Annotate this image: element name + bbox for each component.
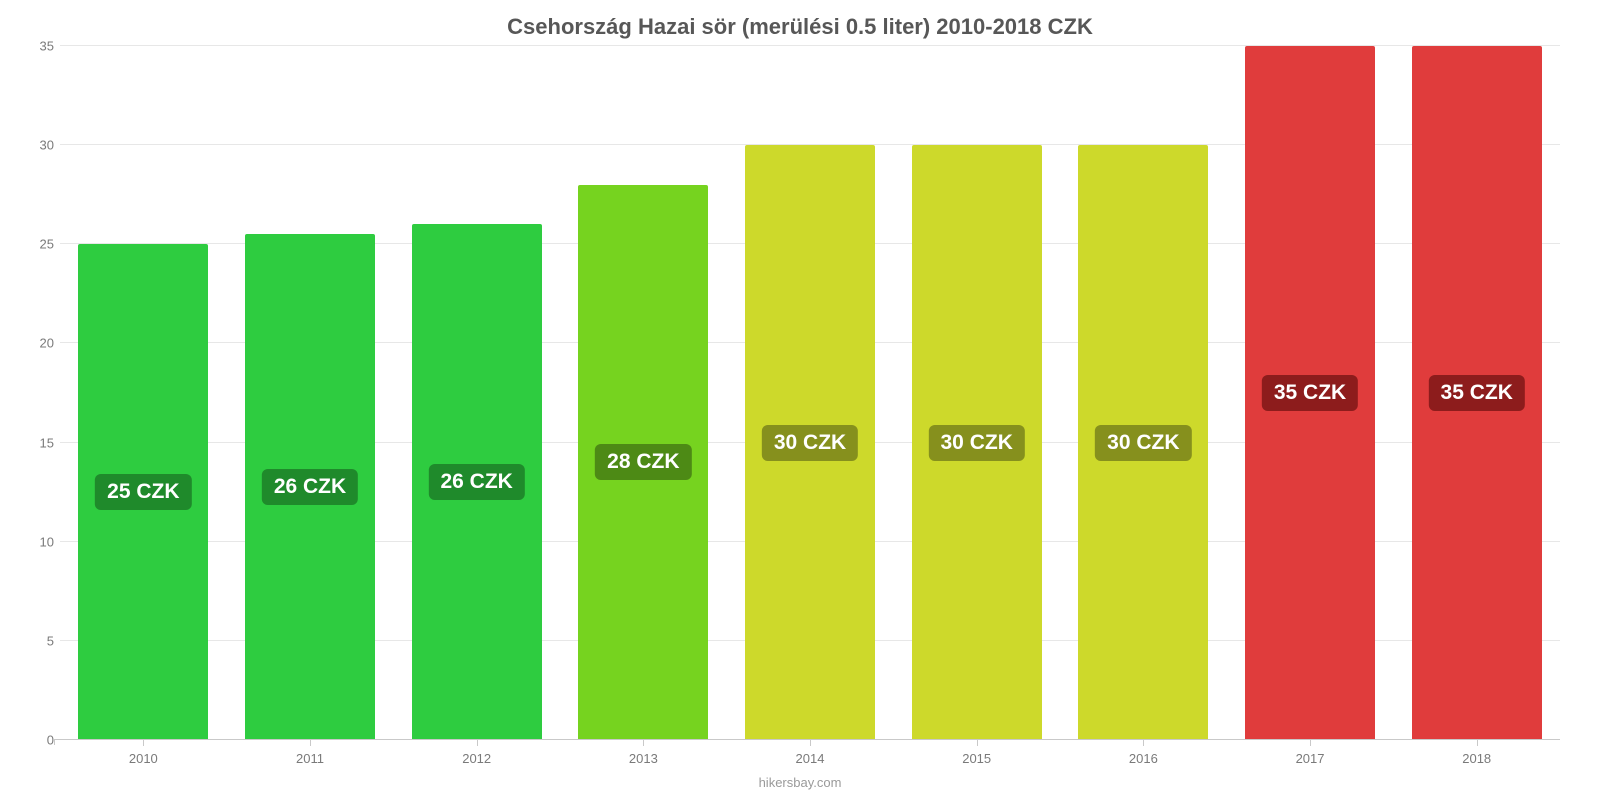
plot-area: 05101520253035 25 CZK201026 CZK201126 CZ…	[60, 46, 1560, 740]
bar-slot: 26 CZK2011	[227, 46, 394, 740]
x-axis-baseline	[54, 739, 1560, 740]
x-tick-label: 2011	[296, 751, 324, 766]
x-tick-mark	[310, 740, 311, 746]
bar: 28 CZK	[578, 185, 708, 740]
bar: 25 CZK	[78, 244, 208, 740]
bar-value-label: 35 CZK	[1429, 375, 1525, 411]
bar-value-label: 28 CZK	[595, 444, 691, 480]
x-tick-mark	[643, 740, 644, 746]
x-tick-label: 2018	[1462, 751, 1491, 766]
y-tick-label: 15	[26, 435, 54, 450]
bar: 30 CZK	[745, 145, 875, 740]
x-tick-label: 2015	[962, 751, 991, 766]
bar-slot: 30 CZK2016	[1060, 46, 1227, 740]
bar-value-label: 35 CZK	[1262, 375, 1358, 411]
y-tick-label: 35	[26, 39, 54, 54]
attribution-text: hikersbay.com	[0, 775, 1600, 790]
bar-slot: 28 CZK2013	[560, 46, 727, 740]
bar-value-label: 30 CZK	[1095, 425, 1191, 461]
chart-title: Csehország Hazai sör (merülési 0.5 liter…	[0, 0, 1600, 40]
x-tick-label: 2014	[796, 751, 825, 766]
bar-slot: 26 CZK2012	[393, 46, 560, 740]
bar-slot: 35 CZK2017	[1227, 46, 1394, 740]
bar: 30 CZK	[1078, 145, 1208, 740]
bar-value-label: 30 CZK	[929, 425, 1025, 461]
y-tick-label: 30	[26, 138, 54, 153]
x-tick-label: 2010	[129, 751, 158, 766]
x-tick-mark	[1143, 740, 1144, 746]
x-tick-label: 2017	[1296, 751, 1325, 766]
x-tick-label: 2016	[1129, 751, 1158, 766]
bar-slot: 35 CZK2018	[1393, 46, 1560, 740]
bar-value-label: 26 CZK	[262, 469, 358, 505]
bar-slot: 30 CZK2014	[727, 46, 894, 740]
y-tick-label: 5	[26, 633, 54, 648]
x-tick-mark	[810, 740, 811, 746]
bar: 26 CZK	[412, 224, 542, 740]
bar-value-label: 26 CZK	[428, 464, 524, 500]
bar-slot: 25 CZK2010	[60, 46, 227, 740]
y-tick-label: 0	[26, 733, 54, 748]
y-tick-label: 10	[26, 534, 54, 549]
x-tick-mark	[477, 740, 478, 746]
x-tick-label: 2013	[629, 751, 658, 766]
bar-value-label: 30 CZK	[762, 425, 858, 461]
y-tick-label: 20	[26, 336, 54, 351]
bar: 35 CZK	[1245, 46, 1375, 740]
bar-chart: Csehország Hazai sör (merülési 0.5 liter…	[0, 0, 1600, 800]
bars-container: 25 CZK201026 CZK201126 CZK201228 CZK2013…	[60, 46, 1560, 740]
x-tick-mark	[1477, 740, 1478, 746]
x-axis-origin-tick	[54, 739, 55, 745]
bar: 35 CZK	[1412, 46, 1542, 740]
x-tick-mark	[977, 740, 978, 746]
x-tick-label: 2012	[462, 751, 491, 766]
bar: 30 CZK	[912, 145, 1042, 740]
x-tick-mark	[1310, 740, 1311, 746]
bar-slot: 30 CZK2015	[893, 46, 1060, 740]
y-tick-label: 25	[26, 237, 54, 252]
bar: 26 CZK	[245, 234, 375, 740]
bar-value-label: 25 CZK	[95, 474, 191, 510]
x-tick-mark	[143, 740, 144, 746]
